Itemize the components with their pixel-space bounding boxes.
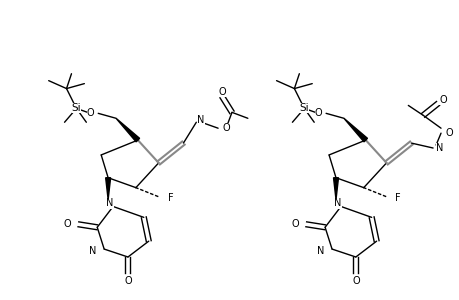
Text: N: N	[89, 246, 96, 256]
Text: N: N	[316, 246, 324, 256]
Text: Si: Si	[72, 103, 81, 113]
Polygon shape	[106, 178, 110, 200]
Text: F: F	[395, 193, 400, 202]
Text: O: O	[64, 219, 71, 229]
Text: O: O	[438, 95, 446, 106]
Text: O: O	[86, 108, 94, 118]
Text: N: N	[106, 199, 113, 208]
Polygon shape	[343, 118, 367, 142]
Text: O: O	[218, 86, 225, 97]
Polygon shape	[333, 178, 338, 200]
Polygon shape	[116, 118, 140, 142]
Text: O: O	[291, 219, 299, 229]
Text: O: O	[314, 108, 321, 118]
Text: O: O	[124, 276, 131, 286]
Text: N: N	[334, 199, 341, 208]
Text: O: O	[445, 128, 453, 138]
Text: O: O	[351, 276, 359, 286]
Text: N: N	[435, 143, 442, 153]
Text: O: O	[222, 123, 229, 133]
Text: N: N	[197, 115, 204, 125]
Text: Si: Si	[299, 103, 308, 113]
Text: F: F	[167, 193, 173, 202]
